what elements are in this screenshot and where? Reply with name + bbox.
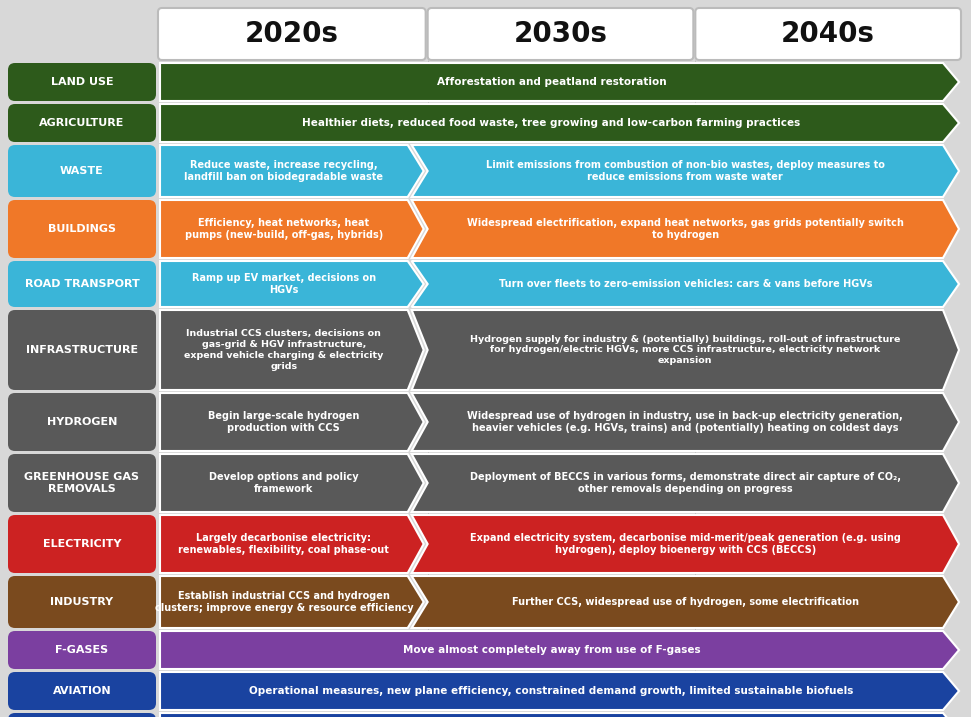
Text: Widespread use of hydrogen in industry, use in back-up electricity generation,
h: Widespread use of hydrogen in industry, …	[467, 411, 903, 433]
Text: Begin large-scale hydrogen
production with CCS: Begin large-scale hydrogen production wi…	[208, 411, 359, 433]
Text: Move almost completely away from use of F-gases: Move almost completely away from use of …	[403, 645, 700, 655]
Text: Healthier diets, reduced food waste, tree growing and low-carbon farming practic: Healthier diets, reduced food waste, tre…	[302, 118, 801, 128]
Text: WASTE: WASTE	[60, 166, 104, 176]
Polygon shape	[160, 63, 959, 101]
Polygon shape	[160, 631, 959, 669]
Polygon shape	[160, 200, 423, 258]
FancyBboxPatch shape	[695, 8, 961, 60]
Polygon shape	[412, 576, 959, 628]
FancyBboxPatch shape	[8, 713, 156, 717]
Text: AVIATION: AVIATION	[52, 686, 112, 696]
Text: Largely decarbonise electricity:
renewables, flexibility, coal phase-out: Largely decarbonise electricity: renewab…	[179, 533, 389, 555]
Text: Industrial CCS clusters, decisions on
gas-grid & HGV infrastructure,
expend vehi: Industrial CCS clusters, decisions on ga…	[184, 329, 384, 371]
Text: HYDROGEN: HYDROGEN	[47, 417, 117, 427]
Polygon shape	[412, 145, 959, 197]
Text: ROAD TRANSPORT: ROAD TRANSPORT	[24, 279, 140, 289]
Polygon shape	[160, 310, 423, 390]
FancyBboxPatch shape	[8, 145, 156, 197]
Text: LAND USE: LAND USE	[50, 77, 114, 87]
FancyBboxPatch shape	[8, 454, 156, 512]
Polygon shape	[160, 145, 423, 197]
Polygon shape	[160, 713, 959, 717]
Polygon shape	[412, 454, 959, 512]
FancyBboxPatch shape	[8, 104, 156, 142]
Text: 2020s: 2020s	[245, 20, 339, 48]
Text: Develop options and policy
framework: Develop options and policy framework	[209, 472, 358, 494]
FancyBboxPatch shape	[8, 261, 156, 307]
Text: BUILDINGS: BUILDINGS	[48, 224, 116, 234]
Text: Limit emissions from combustion of non-bio wastes, deploy measures to
reduce emi: Limit emissions from combustion of non-b…	[486, 160, 885, 182]
Text: F-GASES: F-GASES	[55, 645, 109, 655]
Polygon shape	[412, 261, 959, 307]
Polygon shape	[412, 200, 959, 258]
Polygon shape	[160, 515, 423, 573]
FancyBboxPatch shape	[8, 631, 156, 669]
FancyBboxPatch shape	[8, 672, 156, 710]
Polygon shape	[160, 104, 959, 142]
Text: Expand electricity system, decarbonise mid-merit/peak generation (e.g. using
hyd: Expand electricity system, decarbonise m…	[470, 533, 901, 555]
Polygon shape	[412, 393, 959, 451]
Text: INDUSTRY: INDUSTRY	[50, 597, 114, 607]
FancyBboxPatch shape	[8, 393, 156, 451]
Polygon shape	[160, 393, 423, 451]
Text: Operational measures, new plane efficiency, constrained demand growth, limited s: Operational measures, new plane efficien…	[250, 686, 854, 696]
Polygon shape	[160, 454, 423, 512]
Text: Further CCS, widespread use of hydrogen, some electrification: Further CCS, widespread use of hydrogen,…	[512, 597, 858, 607]
Text: GREENHOUSE GAS
REMOVALS: GREENHOUSE GAS REMOVALS	[24, 472, 140, 494]
Text: Hydrogen supply for industry & (potentially) buildings, roll-out of infrastructu: Hydrogen supply for industry & (potentia…	[470, 335, 900, 365]
Text: Afforestation and peatland restoration: Afforestation and peatland restoration	[437, 77, 666, 87]
FancyBboxPatch shape	[8, 200, 156, 258]
FancyBboxPatch shape	[427, 8, 693, 60]
Text: Deployment of BECCS in various forms, demonstrate direct air capture of CO₂,
oth: Deployment of BECCS in various forms, de…	[470, 472, 901, 494]
FancyBboxPatch shape	[8, 310, 156, 390]
Text: INFRASTRUCTURE: INFRASTRUCTURE	[26, 345, 138, 355]
Text: Efficiency, heat networks, heat
pumps (new-build, off-gas, hybrids): Efficiency, heat networks, heat pumps (n…	[184, 218, 383, 240]
FancyBboxPatch shape	[158, 8, 425, 60]
Text: Turn over fleets to zero-emission vehicles: cars & vans before HGVs: Turn over fleets to zero-emission vehicl…	[498, 279, 872, 289]
Text: 2040s: 2040s	[781, 20, 875, 48]
Text: AGRICULTURE: AGRICULTURE	[39, 118, 124, 128]
Text: Reduce waste, increase recycling,
landfill ban on biodegradable waste: Reduce waste, increase recycling, landfi…	[184, 160, 384, 182]
Text: 2030s: 2030s	[514, 20, 608, 48]
FancyBboxPatch shape	[8, 515, 156, 573]
Polygon shape	[412, 310, 959, 390]
Polygon shape	[160, 261, 423, 307]
FancyBboxPatch shape	[8, 576, 156, 628]
Polygon shape	[160, 576, 423, 628]
Polygon shape	[412, 515, 959, 573]
Text: ELECTRICITY: ELECTRICITY	[43, 539, 121, 549]
Text: Establish industrial CCS and hydrogen
clusters; improve energy & resource effici: Establish industrial CCS and hydrogen cl…	[154, 591, 413, 613]
Text: Widespread electrification, expand heat networks, gas grids potentially switch
t: Widespread electrification, expand heat …	[467, 218, 904, 240]
Polygon shape	[160, 672, 959, 710]
FancyBboxPatch shape	[8, 63, 156, 101]
Text: Ramp up EV market, decisions on
HGVs: Ramp up EV market, decisions on HGVs	[191, 273, 376, 295]
